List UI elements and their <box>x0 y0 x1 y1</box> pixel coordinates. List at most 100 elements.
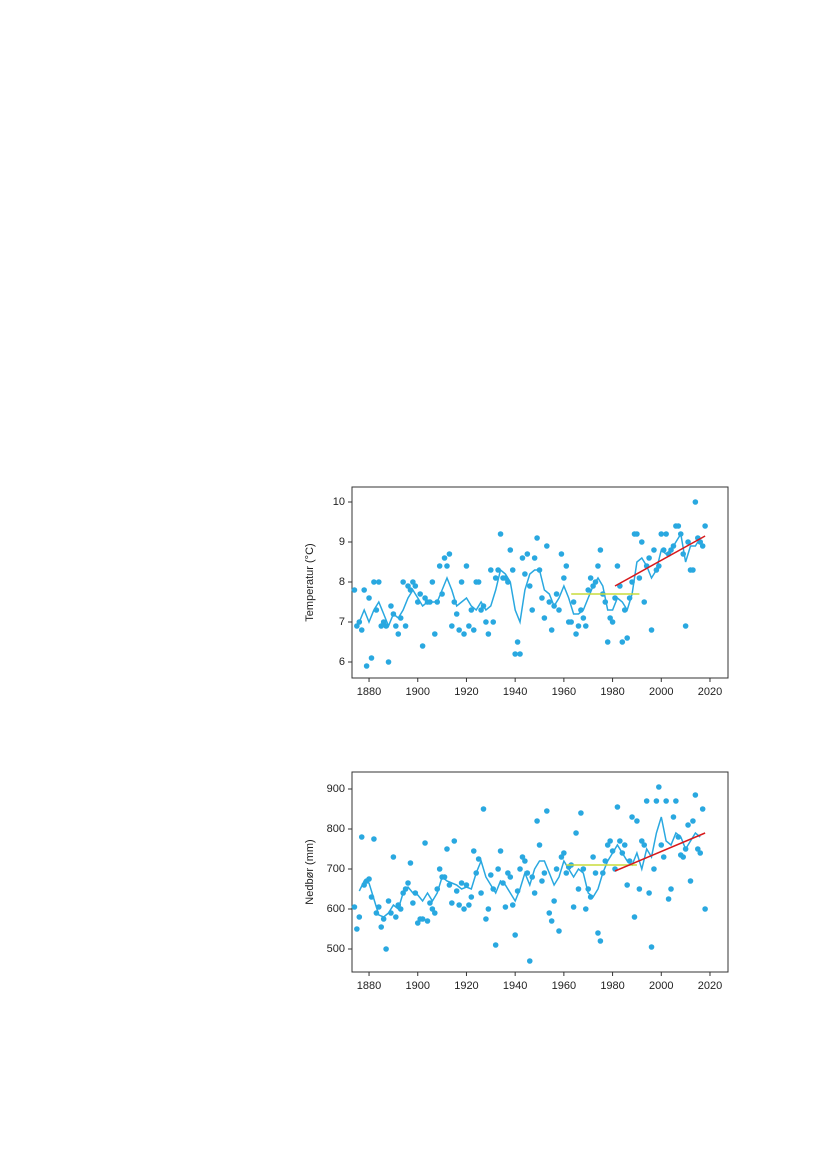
y-tick-label: 600 <box>327 903 345 915</box>
data-point <box>563 563 570 569</box>
x-tick-label: 1960 <box>552 980 576 992</box>
x-tick-label: 1880 <box>357 980 381 992</box>
data-point <box>363 663 370 669</box>
data-point <box>522 571 528 577</box>
data-point <box>544 543 550 549</box>
data-point <box>541 615 548 621</box>
x-tick-label: 1980 <box>600 980 624 992</box>
x-tick-label: 2000 <box>649 980 673 992</box>
data-point <box>524 551 531 557</box>
data-point <box>624 882 630 888</box>
data-point <box>412 583 419 589</box>
y-tick-label: 7 <box>339 616 345 628</box>
data-point <box>573 830 579 836</box>
data-point <box>597 938 604 944</box>
data-point <box>614 563 621 569</box>
line <box>614 832 706 872</box>
x-tick-label: 1920 <box>454 980 478 992</box>
data-point <box>495 866 501 872</box>
data-point <box>497 531 504 537</box>
data-point <box>407 860 414 866</box>
data-point <box>658 531 665 537</box>
data-point <box>658 842 665 848</box>
data-point <box>463 882 470 888</box>
data-point <box>561 575 567 581</box>
data-point <box>453 888 460 894</box>
data-point <box>575 623 582 629</box>
x-tick-label: 1980 <box>600 686 624 698</box>
plot-frame <box>351 771 729 973</box>
y-axis-label: Temperatur (°C) <box>304 543 316 621</box>
data-point <box>475 856 482 862</box>
data-point <box>354 926 360 932</box>
data-point <box>512 932 518 938</box>
data-point <box>405 880 411 886</box>
data-point <box>531 555 538 561</box>
data-point <box>653 798 660 804</box>
data-point <box>638 539 645 545</box>
data-point <box>453 611 460 617</box>
data-point <box>441 555 448 561</box>
data-point <box>663 798 669 804</box>
data-point <box>665 896 672 902</box>
data-point <box>380 916 387 922</box>
data-point <box>356 914 363 920</box>
y-tick-label: 700 <box>327 863 345 875</box>
data-point <box>507 547 514 553</box>
data-point <box>509 902 516 908</box>
data-point <box>488 567 494 573</box>
data-point <box>651 866 657 872</box>
data-point <box>646 890 652 896</box>
y-tick-label: 9 <box>339 536 345 548</box>
data-point <box>580 615 587 621</box>
data-point <box>585 587 592 593</box>
data-point <box>643 798 650 804</box>
data-point <box>466 623 472 629</box>
data-point <box>578 810 584 816</box>
data-point <box>436 563 443 569</box>
data-point <box>582 906 589 912</box>
y-tick-label: 900 <box>327 783 345 795</box>
data-point <box>697 850 704 856</box>
data-point <box>546 910 553 916</box>
x-tick-label: 1900 <box>406 980 430 992</box>
data-point <box>563 870 570 876</box>
data-point <box>553 591 560 597</box>
data-point <box>702 523 708 529</box>
data-point <box>682 623 689 629</box>
data-point <box>436 866 443 872</box>
data-point <box>590 854 596 860</box>
y-axis-label: Nedbør (mm) <box>304 839 316 904</box>
x-tick-label: 2020 <box>698 980 722 992</box>
data-point <box>675 523 682 529</box>
x-tick-label: 1880 <box>357 686 381 698</box>
data-point <box>485 906 492 912</box>
data-point <box>358 834 365 840</box>
y-tick-label: 6 <box>339 656 345 668</box>
data-point <box>604 639 611 645</box>
data-point <box>614 804 621 810</box>
data-point <box>573 631 579 637</box>
data-point <box>621 842 628 848</box>
data-point <box>393 914 399 920</box>
data-point <box>468 894 475 900</box>
data-point <box>636 886 643 892</box>
data-point <box>551 898 557 904</box>
data-point <box>446 551 453 557</box>
data-point <box>624 635 630 641</box>
data-point <box>480 806 487 812</box>
data-point <box>517 651 523 657</box>
data-point <box>636 575 643 581</box>
line <box>358 531 701 629</box>
data-point <box>548 918 555 924</box>
data-point <box>629 814 635 820</box>
data-point <box>582 623 589 629</box>
data-point <box>483 619 489 625</box>
data-point <box>548 627 555 633</box>
data-point <box>461 906 467 912</box>
data-point <box>366 595 372 601</box>
data-point <box>451 838 458 844</box>
data-point <box>699 806 706 812</box>
data-point <box>699 543 706 549</box>
data-point <box>570 904 577 910</box>
